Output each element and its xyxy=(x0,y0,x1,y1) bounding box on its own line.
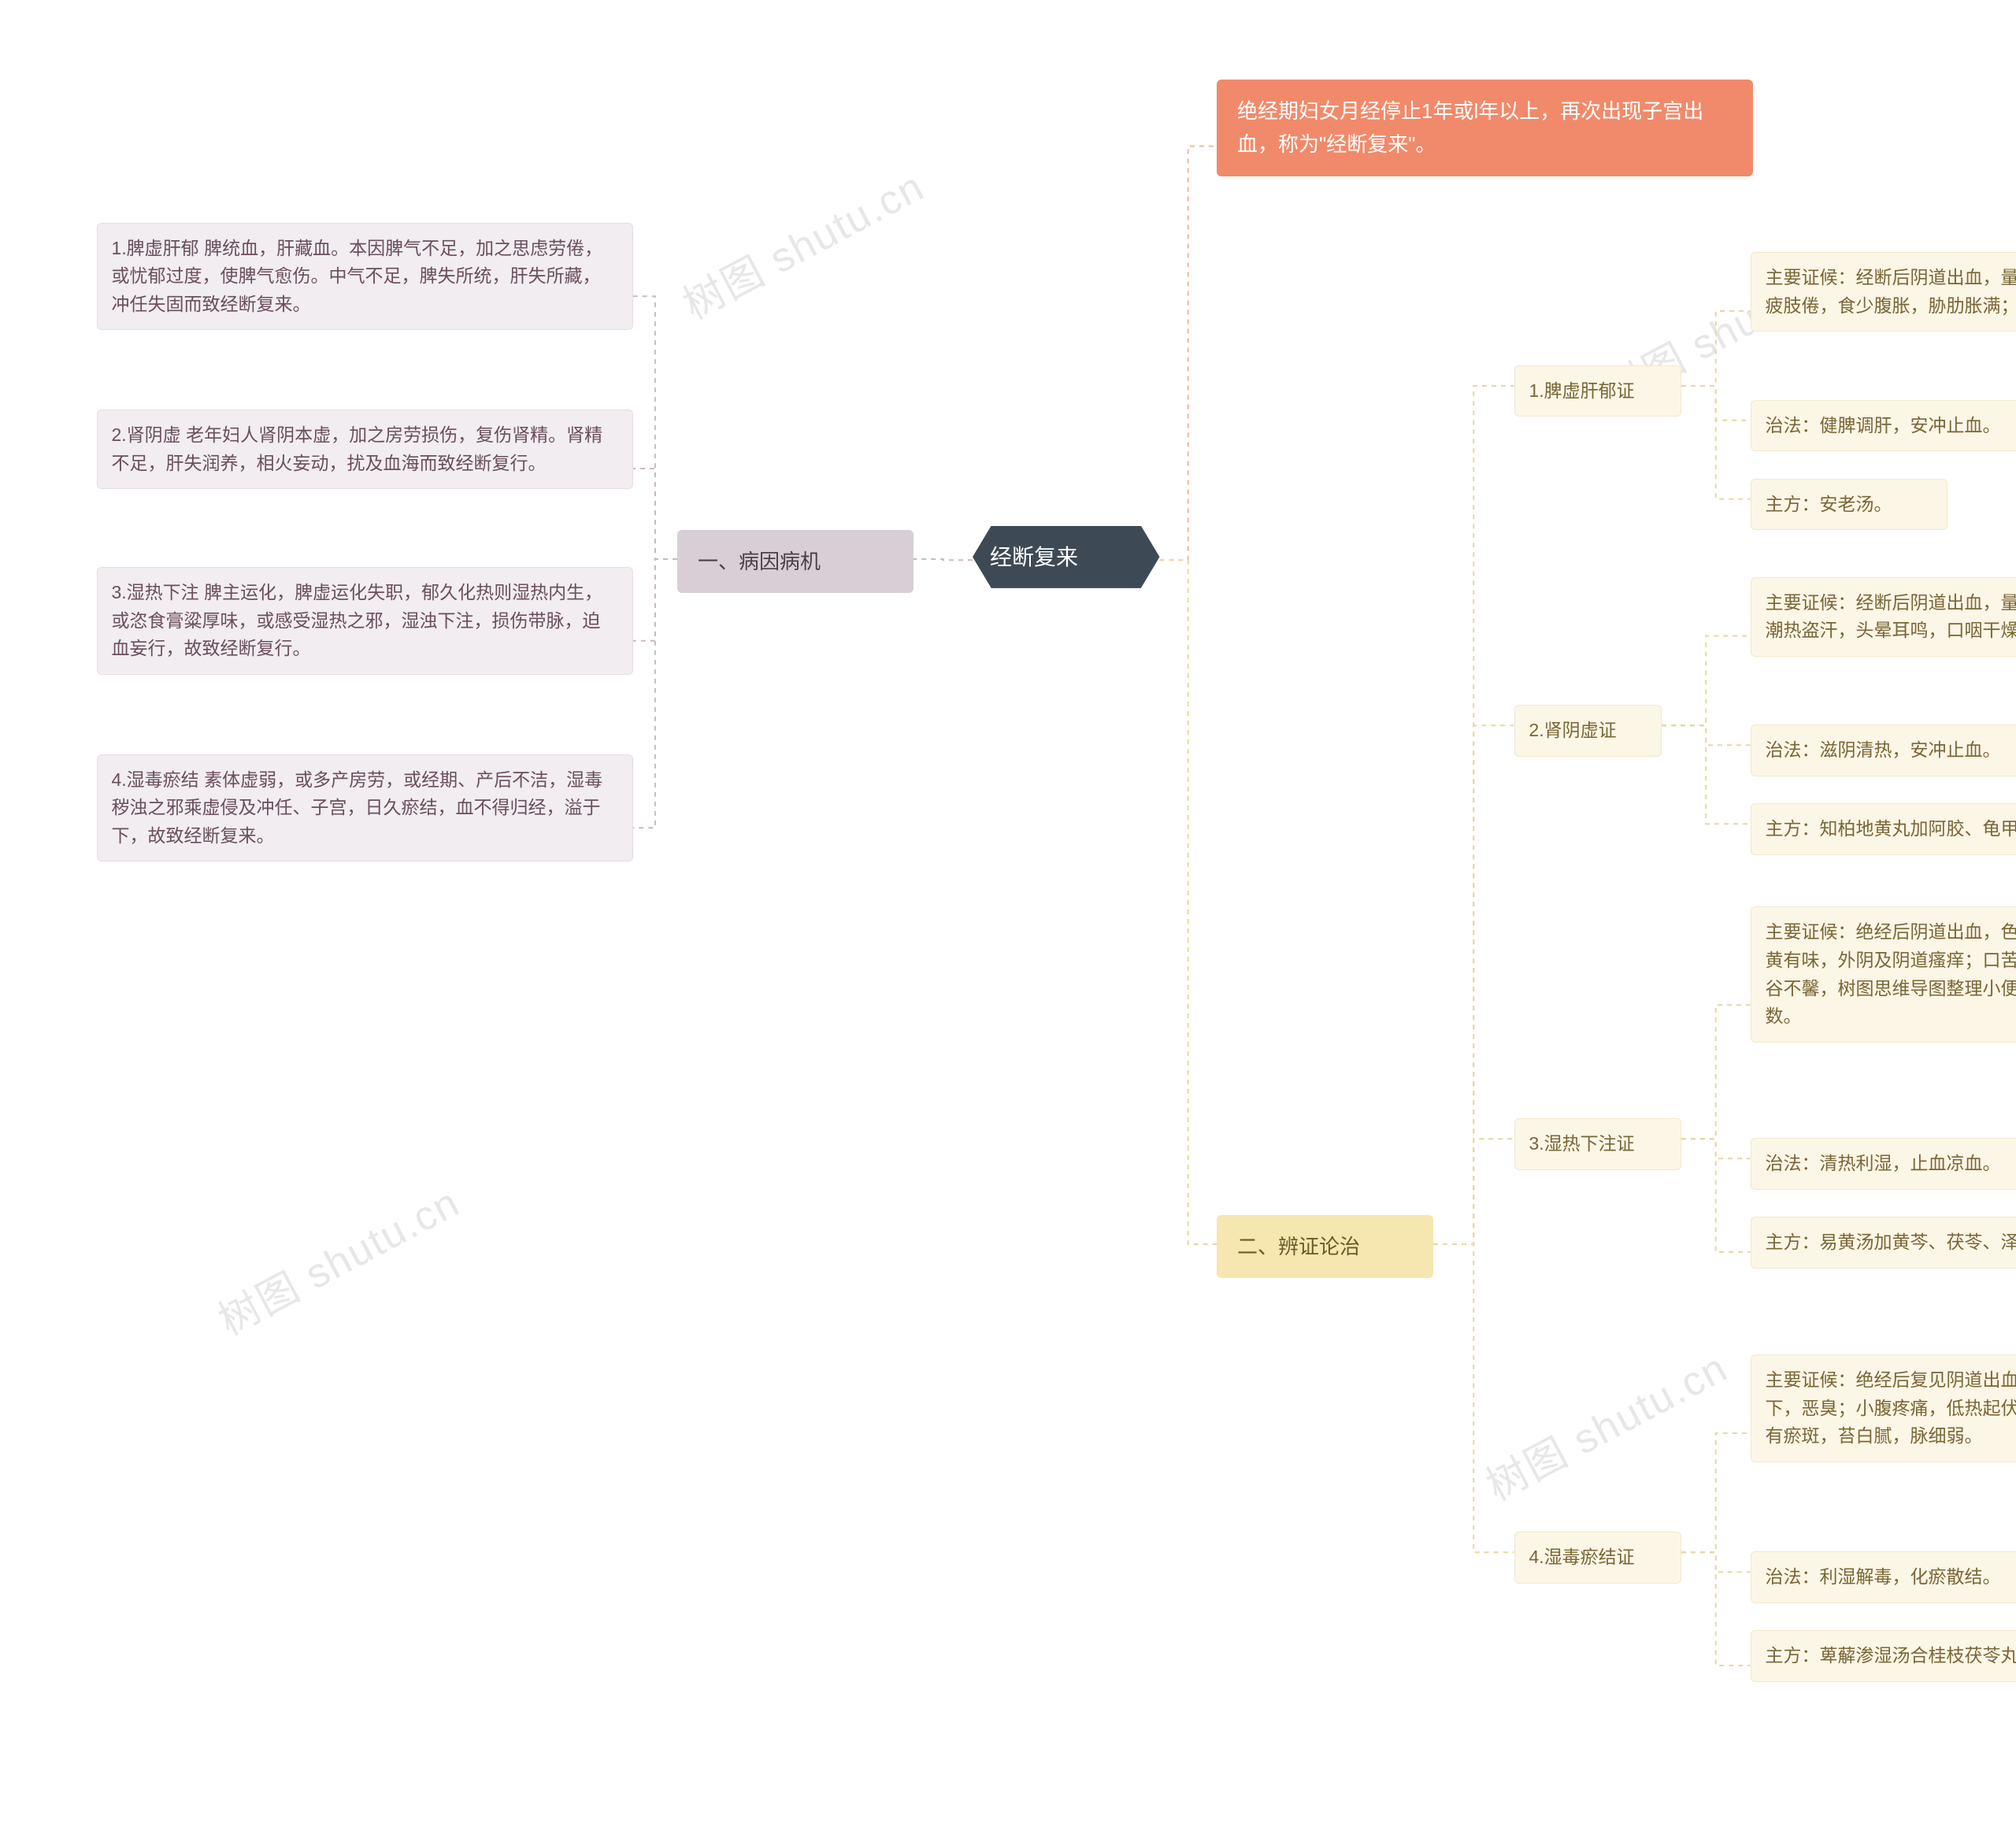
pattern-4-zhufang[interactable]: 主方：萆薢渗湿汤合桂枝茯苓丸去滑石，加黄芪、三七。 xyxy=(1751,1630,2016,1682)
watermark: 树图 shutu.cn xyxy=(1474,1335,1736,1511)
pattern-1-name[interactable]: 1.脾虚肝郁证 xyxy=(1514,365,1682,417)
pattern-4-zhenghou[interactable]: 主要证候：绝经后复见阴道出血，量少，淋漓不断，夹有杂色带下，恶臭；小腹疼痛，低热… xyxy=(1751,1354,2016,1462)
pattern-2-name[interactable]: 2.肾阴虚证 xyxy=(1514,705,1662,757)
pattern-1-zhifa[interactable]: 治法：健脾调肝，安冲止血。 xyxy=(1751,400,2016,452)
root-node[interactable]: 经断复来 xyxy=(973,526,1160,588)
right-section-title[interactable]: 二、辨证论治 xyxy=(1217,1215,1433,1278)
left-section-title[interactable]: 一、病因病机 xyxy=(677,530,914,593)
pattern-2-zhifa[interactable]: 治法：滋阴清热，安冲止血。 xyxy=(1751,724,2016,776)
watermark: 树图 shutu.cn xyxy=(671,154,933,330)
etiology-item-1[interactable]: 1.脾虚肝郁 脾统血，肝藏血。本因脾气不足，加之思虑劳倦，或忧郁过度，使脾气愈伤… xyxy=(97,223,633,331)
etiology-item-4[interactable]: 4.湿毒瘀结 素体虚弱，或多产房劳，或经期、产后不洁，湿毒秽浊之邪乘虚侵及冲任、… xyxy=(97,754,633,862)
pattern-2-zhenghou[interactable]: 主要证候：经断后阴道出血，量少，色鲜红，质稠；腰膝酸软，潮热盗汗，头晕耳鸣，口咽… xyxy=(1751,577,2016,657)
pattern-1-zhenghou[interactable]: 主要证候：经断后阴道出血，量少，色淡，质稀；气短懒言，神疲肢倦，食少腹胀，胁肋胀… xyxy=(1751,252,2016,332)
pattern-3-zhufang[interactable]: 主方：易黄汤加黄芩、茯苓、泽泻、侧柏叶、大小蓟。 xyxy=(1751,1217,2016,1269)
pattern-2-zhufang[interactable]: 主方：知柏地黄丸加阿胶、龟甲。 xyxy=(1751,803,2016,855)
definition-node[interactable]: 绝经期妇女月经停止1年或l年以上，再次出现子宫出血，称为"经断复来"。 xyxy=(1217,80,1753,176)
etiology-item-2[interactable]: 2.肾阴虚 老年妇人肾阴本虚，加之房劳损伤，复伤肾精。肾精不足，肝失润养，相火妄… xyxy=(97,409,633,489)
mindmap-canvas: 树图 shutu.cn 树图 shutu.cn 树图 shutu.cn 树图 s… xyxy=(0,0,2016,1834)
pattern-4-zhifa[interactable]: 治法：利湿解毒，化瘀散结。 xyxy=(1751,1551,2016,1603)
pattern-3-zhifa[interactable]: 治法：清热利湿，止血凉血。 xyxy=(1751,1138,2016,1190)
watermark: 树图 shutu.cn xyxy=(206,1169,469,1346)
etiology-item-3[interactable]: 3.湿热下注 脾主运化，脾虚运化失职，郁久化热则湿热内生，或恣食膏粱厚味，或感受… xyxy=(97,567,633,675)
pattern-1-zhufang[interactable]: 主方：安老汤。 xyxy=(1751,479,1947,531)
pattern-3-name[interactable]: 3.湿热下注证 xyxy=(1514,1118,1682,1170)
pattern-3-zhenghou[interactable]: 主要证候：绝经后阴道出血，色红或紫红，量较多；平时带下色黄有味，外阴及阴道瘙痒；… xyxy=(1751,906,2016,1043)
pattern-4-name[interactable]: 4.湿毒瘀结证 xyxy=(1514,1532,1682,1584)
